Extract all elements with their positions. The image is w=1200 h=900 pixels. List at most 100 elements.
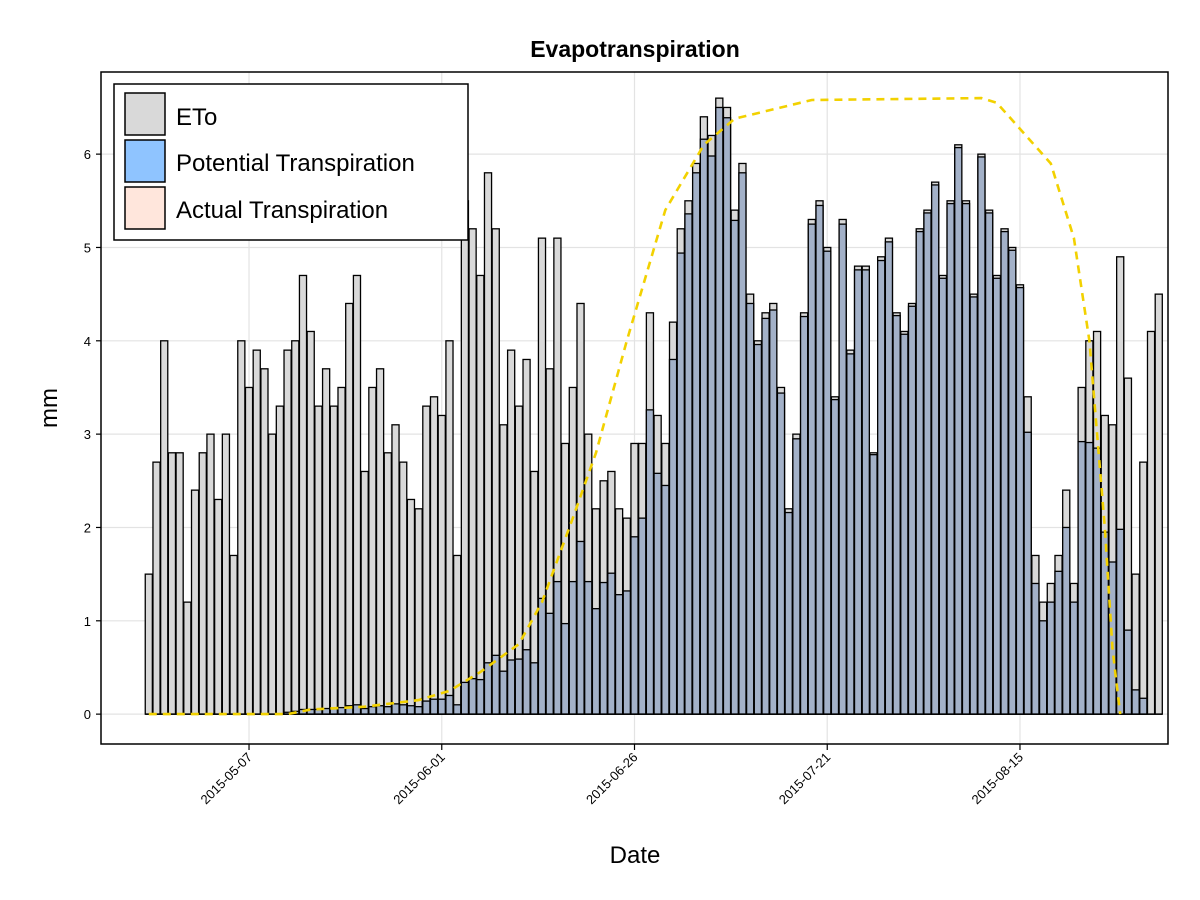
transpiration-bar <box>1092 447 1102 715</box>
legend-swatch-actual <box>124 186 166 230</box>
y-tick-label: 4 <box>84 334 91 349</box>
transpiration-bar <box>1054 570 1063 715</box>
transpiration-bar <box>568 580 578 715</box>
transpiration-bar <box>645 409 655 715</box>
transpiration-bar <box>715 106 724 715</box>
transpiration-bar <box>630 536 639 715</box>
transpiration-bar <box>792 438 801 715</box>
transpiration-bar <box>368 706 377 715</box>
eto-bar <box>437 414 446 715</box>
transpiration-bar <box>1123 629 1133 715</box>
transpiration-bar <box>499 670 508 715</box>
legend-label-potential: Potential Transpiration <box>176 150 415 177</box>
y-tick-label: 5 <box>84 240 91 255</box>
transpiration-bar <box>506 659 516 715</box>
transpiration-bar <box>638 517 647 715</box>
transpiration-bar <box>861 269 870 715</box>
eto-bar <box>144 573 153 715</box>
eto-bar <box>414 508 423 715</box>
transpiration-bar <box>907 305 917 715</box>
y-tick-label: 1 <box>84 614 91 629</box>
eto-bar <box>152 461 161 715</box>
eto-bar <box>352 274 362 715</box>
x-tick-labels: 2015-05-07 2015-06-01 2015-06-26 2015-07-21… <box>198 744 1026 808</box>
transpiration-bar <box>776 392 786 715</box>
transpiration-bar <box>691 172 701 715</box>
transpiration-bar <box>406 705 416 715</box>
transpiration-bar <box>699 138 709 715</box>
transpiration-bar <box>784 511 793 715</box>
transpiration-bar <box>1023 431 1032 715</box>
transpiration-bar <box>599 581 608 715</box>
transpiration-bar <box>722 117 732 715</box>
eto-bar <box>445 340 454 715</box>
transpiration-bar <box>676 252 685 715</box>
eto-bar <box>337 386 346 715</box>
eto-bar <box>476 274 485 715</box>
transpiration-bar <box>1131 689 1140 715</box>
chart-title: Evapotranspiration <box>530 36 740 62</box>
transpiration-bar <box>591 608 601 715</box>
transpiration-bar <box>900 333 909 715</box>
x-tick-label: 2015-08-15 <box>968 750 1026 808</box>
transpiration-bar <box>877 259 886 715</box>
transpiration-bar <box>1008 249 1017 715</box>
eto-bar <box>491 228 500 715</box>
transpiration-bar <box>915 230 924 715</box>
eto-bar <box>406 498 416 715</box>
eto-bar <box>399 461 408 715</box>
transpiration-bar <box>614 594 624 715</box>
transpiration-bar <box>399 704 408 715</box>
transpiration-bar <box>468 678 477 715</box>
eto-bar <box>483 172 493 715</box>
eto-bar <box>298 274 308 715</box>
y-tick-label: 2 <box>84 520 91 535</box>
transpiration-bar <box>1069 601 1079 715</box>
x-axis-label: Date <box>610 842 661 869</box>
transpiration-bar <box>745 302 755 715</box>
transpiration-bar <box>661 484 670 715</box>
transpiration-bar <box>923 212 932 715</box>
y-axis-label: mm <box>36 388 63 428</box>
transpiration-bar <box>938 277 948 715</box>
transpiration-bar <box>452 704 462 715</box>
eto-bar <box>213 498 223 715</box>
y-tick-labels: 0 1 2 3 4 5 6 <box>84 147 101 722</box>
transpiration-bar <box>530 662 539 715</box>
eto-bar <box>460 200 470 715</box>
transpiration-bar <box>954 146 963 715</box>
eto-bar <box>314 405 323 715</box>
eto-bar <box>221 433 231 715</box>
kc-dashed-line <box>148 96 1122 716</box>
transpiration-bar <box>1015 286 1025 715</box>
transpiration-bar <box>429 698 439 715</box>
x-tick-label: 2015-05-07 <box>198 750 256 808</box>
transpiration-bar <box>607 572 616 715</box>
eto-bar <box>329 405 339 715</box>
legend-label-actual: Actual Transpiration <box>176 197 388 224</box>
transpiration-bar <box>483 662 493 715</box>
eto-bar <box>321 368 331 715</box>
transpiration-bar <box>1062 526 1071 715</box>
eto-bar <box>237 340 246 715</box>
eto-bar <box>229 554 238 715</box>
transpiration-bar <box>730 219 739 715</box>
transpiration-bar <box>992 277 1002 715</box>
eto-bar <box>383 452 392 715</box>
transpiration-bar <box>514 658 524 715</box>
eto-bar <box>260 368 269 715</box>
transpiration-bar <box>545 612 554 715</box>
transpiration-bar <box>1031 582 1040 715</box>
transpiration-bar <box>360 707 369 715</box>
transpiration-bar <box>553 580 562 715</box>
eto-bar <box>1139 461 1148 715</box>
eto-bar <box>267 433 277 715</box>
legend-swatch-eto <box>124 92 166 136</box>
transpiration-bar <box>799 315 809 715</box>
transpiration-bar <box>1000 230 1009 715</box>
eto-bar <box>206 433 215 715</box>
transpiration-bar <box>1139 697 1148 715</box>
transpiration-bar <box>892 314 901 715</box>
transpiration-bar <box>1085 441 1094 715</box>
